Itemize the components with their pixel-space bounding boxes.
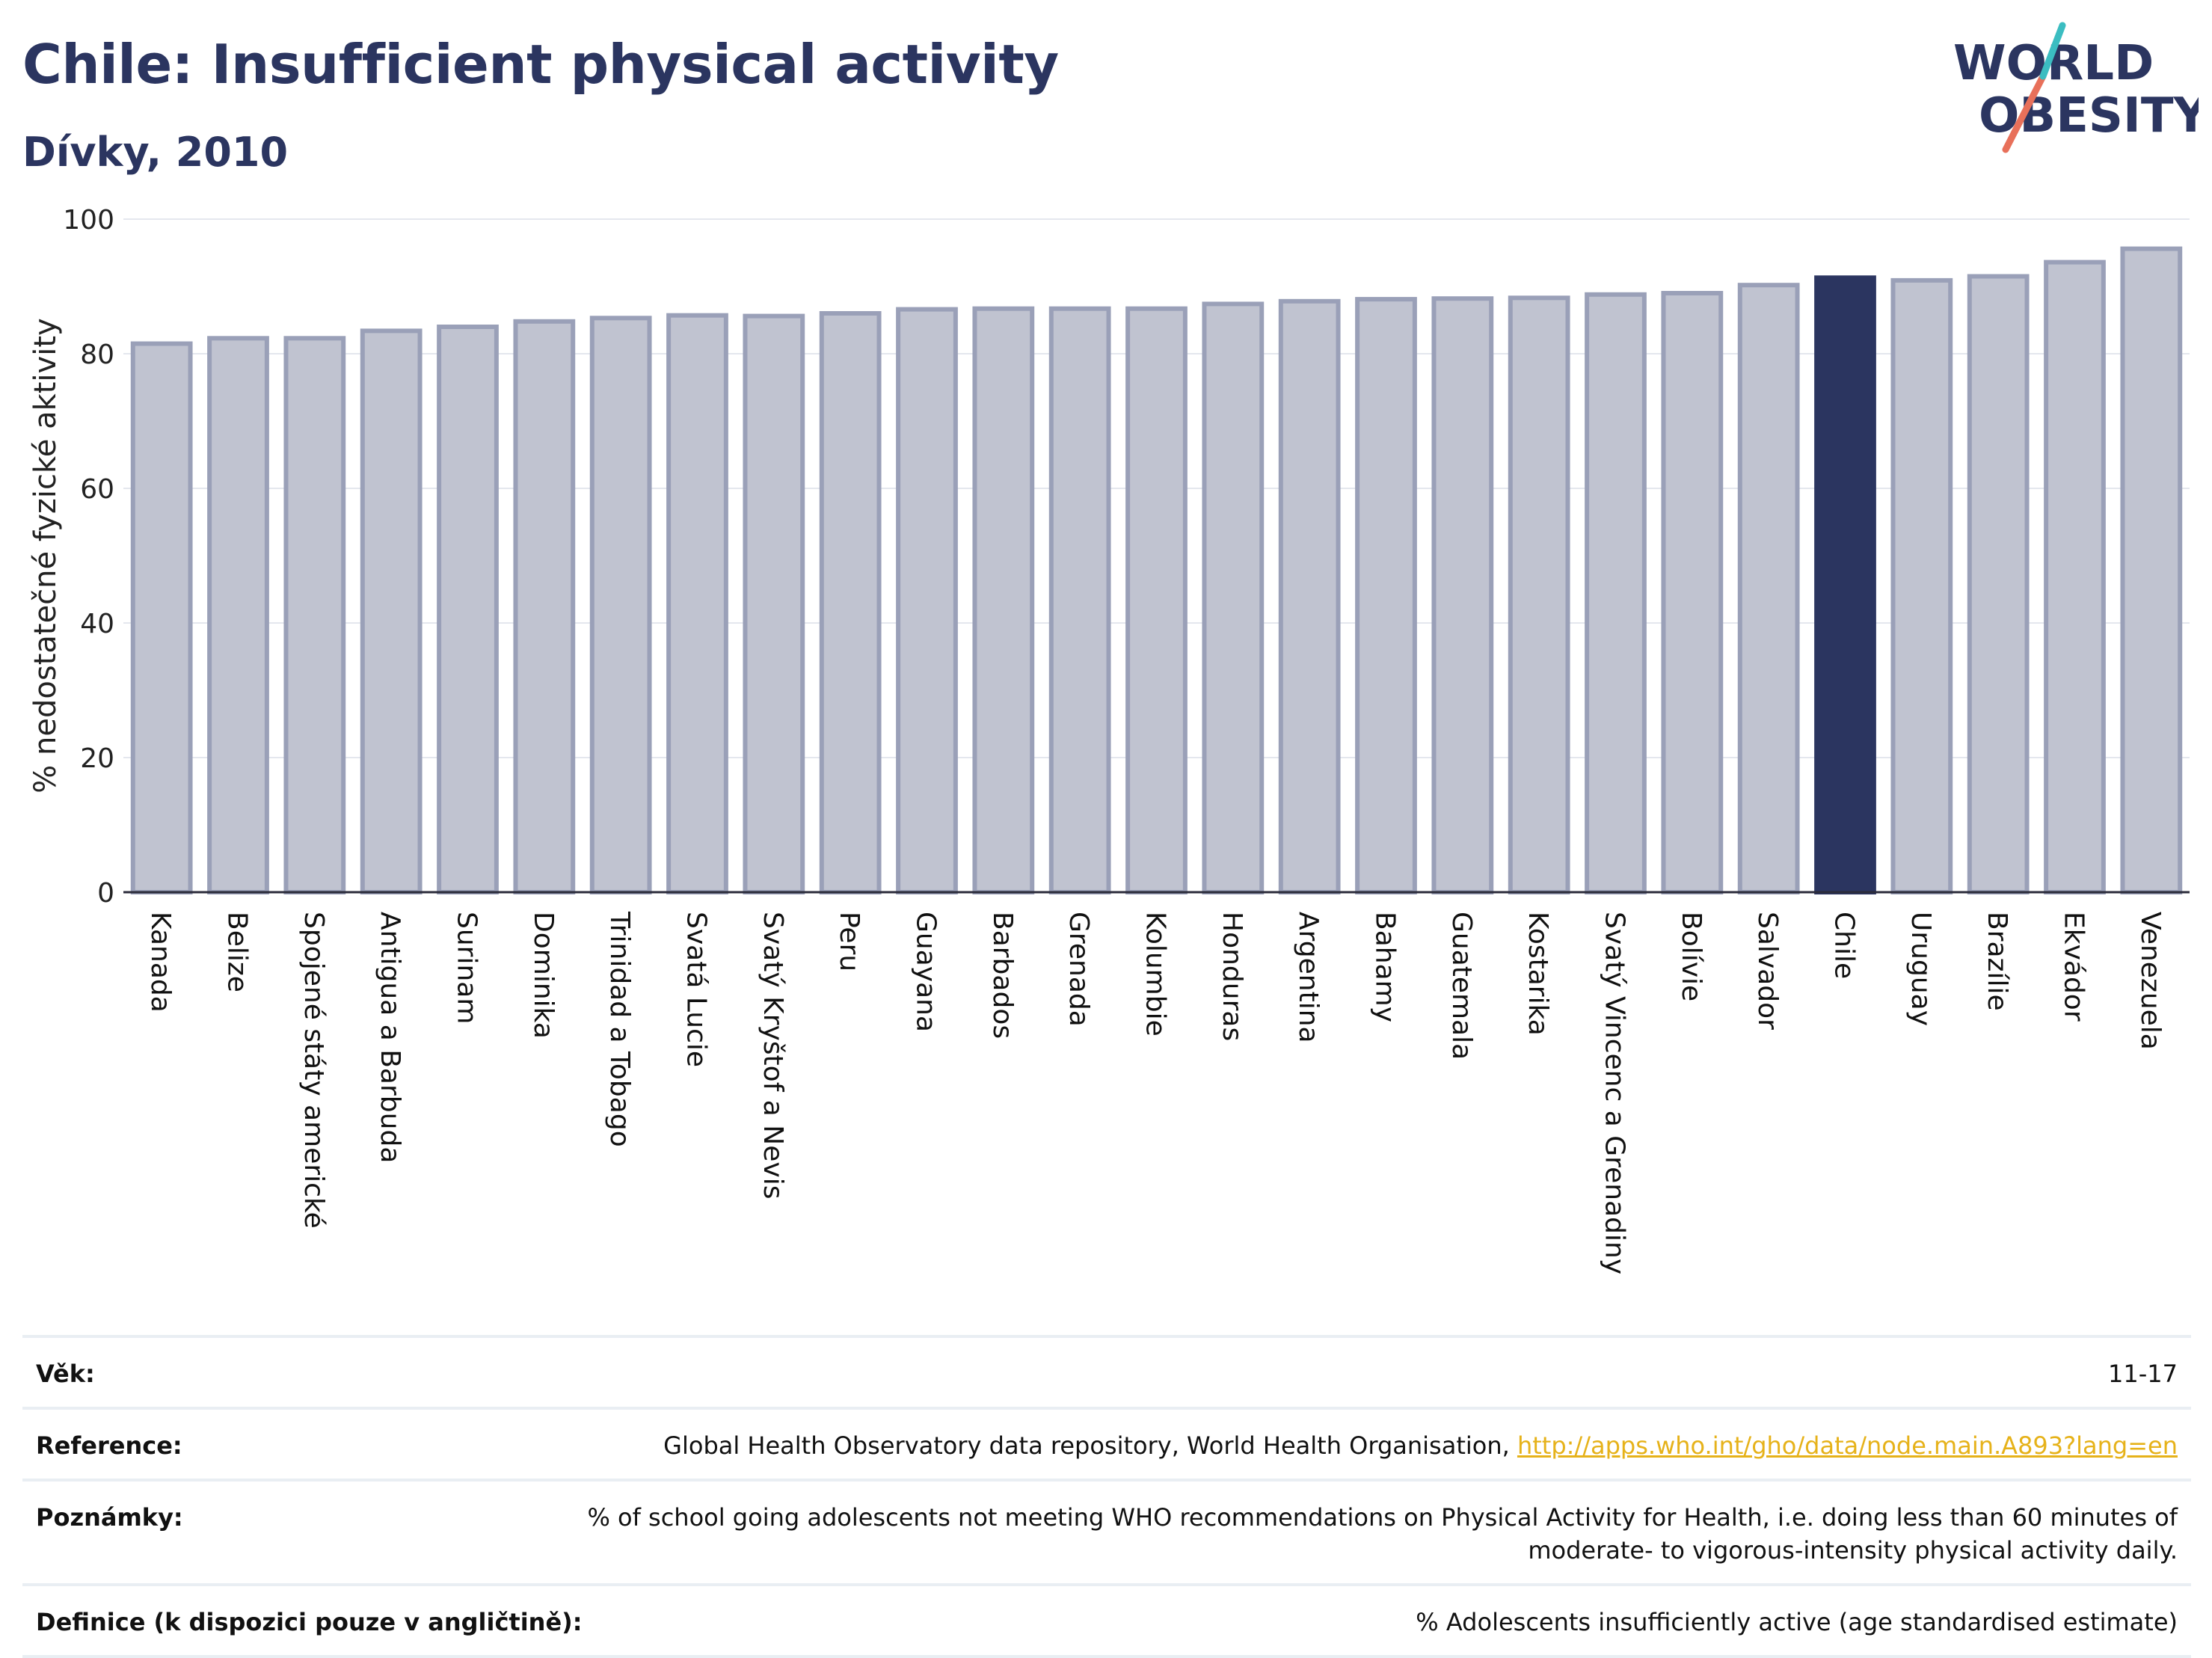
x-tick-label: Kanada (145, 912, 176, 1013)
x-tick-label: Dominika (528, 912, 559, 1039)
reference-value: Global Health Observatory data repositor… (663, 1429, 2178, 1462)
bar-chart: 0 20 40 60 80 100 % nedostatečné fyzické aktiv… (28, 205, 2190, 1274)
x-tick-label: Peru (834, 912, 864, 971)
x-tick-label: Trinidad a Tobago (604, 911, 635, 1147)
bar (1890, 277, 1953, 894)
age-label: Věk: (36, 1360, 95, 1388)
x-tick-label: Grenada (1063, 912, 1094, 1027)
x-tick-label: Bahamy (1370, 912, 1401, 1022)
x-tick-label: Ekvádor (2059, 912, 2089, 1022)
bar (2044, 260, 2106, 895)
x-tick-label: Bolívie (1676, 912, 1706, 1001)
bar (1125, 306, 1188, 894)
reference-text: Global Health Observatory data repositor… (663, 1431, 1517, 1460)
x-tick-label: Surinam (452, 912, 482, 1024)
reference-label: Reference: (36, 1431, 182, 1460)
x-tick-label: Salvador (1752, 912, 1783, 1030)
notes-label: Poznámky: (36, 1503, 183, 1532)
x-tick-label: Belize (222, 912, 253, 992)
info-row-notes: Poznámky: % of school going adolescents … (22, 1479, 2191, 1583)
bar (1202, 301, 1265, 894)
x-tick-label: Antigua a Barbuda (375, 912, 405, 1163)
y-tick-label: 20 (80, 743, 114, 774)
bar (283, 336, 346, 894)
bar (743, 313, 805, 895)
x-tick-label: Guatemala (1446, 912, 1477, 1060)
bar (1431, 296, 1494, 894)
bar (896, 307, 958, 895)
x-tick-label: Svatá Lucie (681, 912, 712, 1067)
y-axis-title: % nedostatečné fyzické aktivity (28, 318, 63, 793)
y-tick-label: 60 (80, 474, 114, 505)
page-subtitle: Dívky, 2010 (22, 129, 289, 176)
x-tick-label: Brazílie (1982, 912, 2012, 1011)
y-tick-label: 40 (80, 609, 114, 639)
y-tick-label: 100 (63, 205, 114, 236)
bar-highlight (1814, 275, 1876, 894)
page-title: Chile: Insufficient physical activity (22, 33, 1059, 96)
bar (1737, 283, 1800, 894)
world-obesity-logo: WORLD OBESITY (1953, 22, 2199, 153)
bar (1355, 297, 1417, 895)
bar (207, 336, 269, 894)
bar (513, 319, 576, 894)
definition-value: % Adolescents insufficiently active (age… (1416, 1608, 2178, 1636)
bar (437, 325, 499, 894)
bar (589, 316, 652, 894)
bar (819, 311, 882, 894)
bar (1967, 274, 2030, 894)
info-row-definition: Definice (k dispozici pouze v angličtině… (22, 1583, 2191, 1658)
bar (1585, 292, 1647, 894)
x-tick-label: Spojené státy americké (298, 912, 329, 1229)
x-tick-label: Argentina (1293, 912, 1324, 1043)
bar (130, 341, 193, 894)
notes-value: % of school going adolescents not meetin… (587, 1503, 2178, 1565)
bar (1048, 306, 1111, 894)
info-table: Věk: 11-17 Reference: Global Health Obse… (22, 1335, 2191, 1658)
y-tick-label: 80 (80, 340, 114, 370)
bar (1508, 295, 1570, 894)
x-tick-label: Svatý Kryštof a Nevis (758, 912, 788, 1199)
reference-link[interactable]: http://apps.who.int/gho/data/node.main.A… (1517, 1431, 2178, 1460)
bar (1278, 298, 1341, 894)
bar (1661, 291, 1724, 894)
y-tick-label: 0 (97, 878, 114, 909)
x-tick-label: Barbados (987, 912, 1018, 1039)
x-tick-label: Uruguay (1905, 912, 1936, 1026)
bar (2120, 246, 2183, 895)
info-row-reference: Reference: Global Health Observatory dat… (22, 1407, 2191, 1479)
x-tick-label: Honduras (1217, 912, 1247, 1041)
age-value: 11-17 (2108, 1360, 2178, 1388)
x-tick-label: Guayana (911, 912, 941, 1032)
info-row-age: Věk: 11-17 (22, 1335, 2191, 1407)
x-tick-label: Kostarika (1523, 912, 1553, 1036)
bar (972, 306, 1035, 894)
x-tick-label: Svatý Vincenc a Grenadiny (1600, 912, 1630, 1274)
x-tick-label: Kolumbie (1140, 912, 1171, 1037)
x-tick-label: Venezuela (2135, 912, 2166, 1050)
x-tick-label: Chile (1829, 912, 1860, 979)
bar (666, 313, 728, 894)
definition-label: Definice (k dispozici pouze v angličtině… (36, 1608, 583, 1636)
bar (360, 328, 423, 894)
